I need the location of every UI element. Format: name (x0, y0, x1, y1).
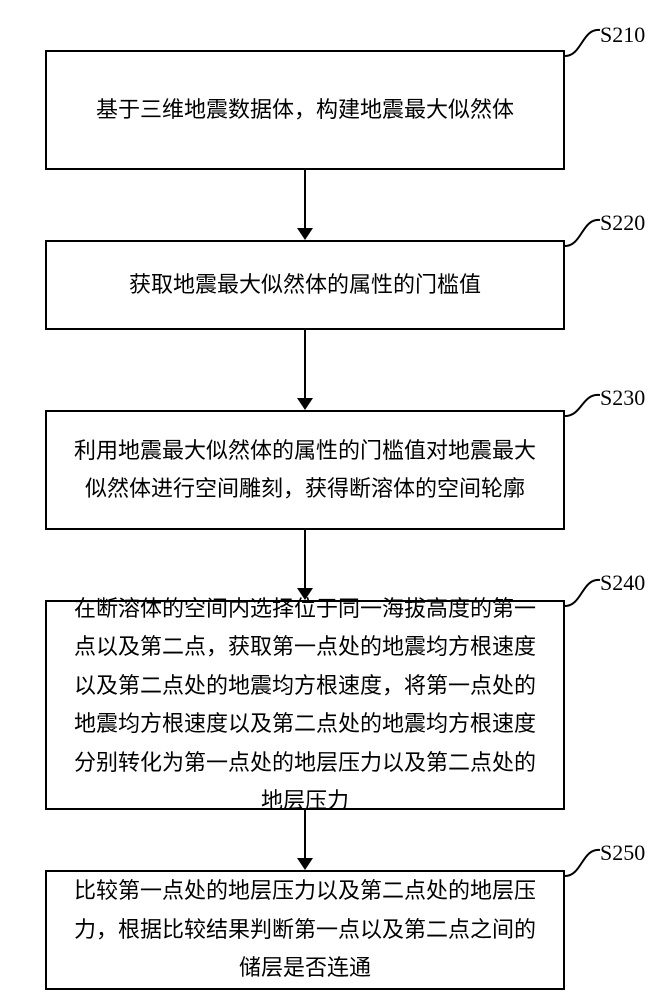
flowchart-canvas: 基于三维地震数据体，构建地震最大似然体 获取地震最大似然体的属性的门槛值 利用地… (0, 0, 664, 1000)
step-box-4: 在断溶体的空间内选择位于同一海拔高度的第一点以及第二点，获取第一点处的地震均方根… (45, 600, 565, 810)
curve-2 (565, 220, 600, 246)
step-text-5: 比较第一点处的地层压力以及第二点处的地层压力，根据比较结果判断第一点以及第二点之… (67, 872, 543, 988)
step-label-4: S240 (600, 570, 645, 596)
curve-4 (565, 580, 600, 606)
step-label-3: S230 (600, 385, 645, 411)
curve-1 (565, 30, 600, 56)
arrow-1 (297, 170, 313, 240)
step-label-2: S220 (600, 210, 645, 236)
step-box-2: 获取地震最大似然体的属性的门槛值 (45, 240, 565, 330)
step-box-5: 比较第一点处的地层压力以及第二点处的地层压力，根据比较结果判断第一点以及第二点之… (45, 870, 565, 990)
step-text-1: 基于三维地震数据体，构建地震最大似然体 (96, 91, 514, 130)
step-text-3: 利用地震最大似然体的属性的门槛值对地震最大似然体进行空间雕刻，获得断溶体的空间轮… (67, 432, 543, 509)
curve-3 (565, 395, 600, 416)
step-text-4: 在断溶体的空间内选择位于同一海拔高度的第一点以及第二点，获取第一点处的地震均方根… (67, 590, 543, 821)
curve-5 (565, 850, 600, 876)
step-box-3: 利用地震最大似然体的属性的门槛值对地震最大似然体进行空间雕刻，获得断溶体的空间轮… (45, 410, 565, 530)
step-label-1: S210 (600, 22, 645, 48)
step-box-1: 基于三维地震数据体，构建地震最大似然体 (45, 50, 565, 170)
step-text-2: 获取地震最大似然体的属性的门槛值 (129, 266, 481, 305)
arrow-2 (297, 330, 313, 410)
step-label-5: S250 (600, 840, 645, 866)
